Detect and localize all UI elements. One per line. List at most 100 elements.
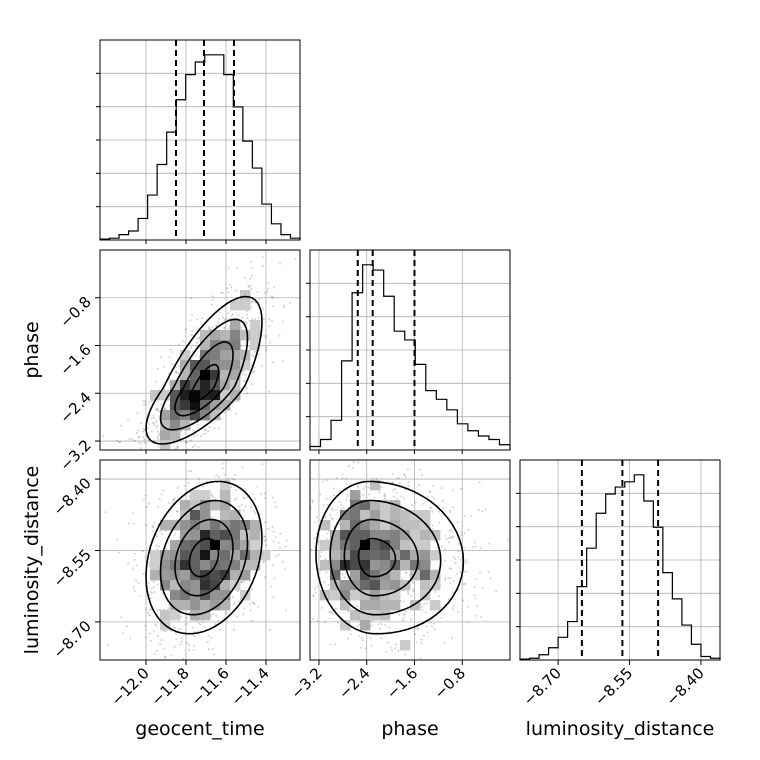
sample-point (174, 632, 177, 635)
density-cell (210, 580, 221, 591)
sample-point (223, 319, 226, 321)
density-cell (180, 550, 191, 561)
sample-point (167, 372, 170, 375)
sample-point (343, 576, 346, 579)
sample-point (258, 512, 261, 515)
x-tick-label-phase: −2.4 (335, 664, 373, 702)
sample-point (312, 617, 315, 620)
sample-point (221, 462, 224, 465)
sample-point (425, 625, 428, 628)
histogram-phase (309, 264, 511, 450)
density-cell (370, 510, 381, 521)
sample-point (460, 534, 463, 537)
sample-point (225, 317, 228, 320)
sample-point (242, 612, 245, 615)
sample-point (264, 336, 267, 339)
x-tick-label-geocent_time: −12.0 (108, 664, 153, 709)
density-cell (330, 550, 341, 561)
sample-point (447, 577, 450, 580)
density-cell (340, 580, 351, 591)
sample-point (313, 537, 316, 540)
density-cell (380, 560, 391, 571)
sample-point (138, 436, 141, 438)
density-cell (150, 560, 161, 571)
density-cell (400, 560, 411, 571)
sample-point (181, 636, 183, 639)
sample-point (419, 657, 422, 659)
density-cell (200, 590, 211, 601)
x-tick-label-geocent_time: −11.8 (148, 664, 193, 709)
sample-point (376, 458, 378, 460)
sample-point (144, 441, 146, 444)
sample-point (190, 297, 193, 300)
sample-point (383, 492, 386, 495)
sample-point (488, 677, 490, 679)
sample-point (263, 560, 266, 563)
sample-point (323, 581, 326, 584)
sample-point (260, 493, 263, 496)
density-cell (200, 610, 211, 621)
sample-point (241, 466, 244, 469)
sample-point (117, 551, 120, 554)
sample-point (228, 317, 230, 320)
sample-point (476, 605, 478, 608)
sample-point (142, 550, 144, 552)
sample-point (133, 439, 136, 442)
density-cell (210, 520, 221, 531)
sample-point (210, 637, 213, 640)
sample-point (306, 584, 308, 586)
sample-point (202, 485, 205, 488)
sample-point (138, 441, 141, 444)
sample-point (329, 611, 332, 614)
sample-point (423, 603, 426, 605)
density-cell (210, 590, 221, 601)
contour-level-2 (343, 518, 419, 597)
density-cell (330, 560, 341, 571)
density-cell (250, 330, 261, 341)
sample-point (154, 380, 157, 383)
sample-point (206, 420, 209, 423)
sample-point (412, 588, 415, 591)
density-cell (210, 500, 221, 511)
sample-point (450, 536, 453, 539)
sample-point (467, 528, 470, 531)
sample-point (251, 492, 254, 495)
sample-point (363, 485, 366, 488)
sample-point (426, 602, 428, 605)
density-cell (430, 550, 441, 561)
density-cell (220, 500, 231, 511)
sample-point (362, 456, 364, 458)
sample-point (146, 427, 149, 430)
density-cell (380, 600, 391, 611)
sample-point (329, 513, 332, 516)
sample-point (311, 501, 314, 503)
density-cell (330, 570, 341, 581)
density-cell (190, 370, 201, 381)
contours-geocent_time-luminosity_distance (145, 480, 263, 635)
sample-point (414, 501, 417, 504)
sample-point (156, 424, 159, 427)
density-cell (200, 550, 211, 561)
sample-point (155, 420, 158, 423)
sample-point (420, 641, 423, 644)
density-cell (410, 600, 421, 611)
sample-point (148, 561, 151, 564)
sample-point (251, 274, 254, 277)
density-cell (420, 560, 431, 571)
sample-point (94, 460, 96, 462)
sample-point (200, 435, 203, 438)
sample-point (238, 505, 241, 508)
sample-point (261, 256, 264, 259)
sample-point (449, 581, 452, 584)
sample-point (332, 487, 335, 490)
sample-point (165, 547, 168, 550)
sample-point (201, 317, 204, 319)
sample-point (448, 567, 451, 570)
sample-point (454, 562, 457, 565)
sample-point (265, 349, 268, 352)
density-cell (180, 420, 191, 431)
contour-level-2 (174, 341, 234, 417)
sample-point (340, 503, 343, 506)
sample-point (385, 650, 388, 653)
density-cell (340, 600, 351, 611)
